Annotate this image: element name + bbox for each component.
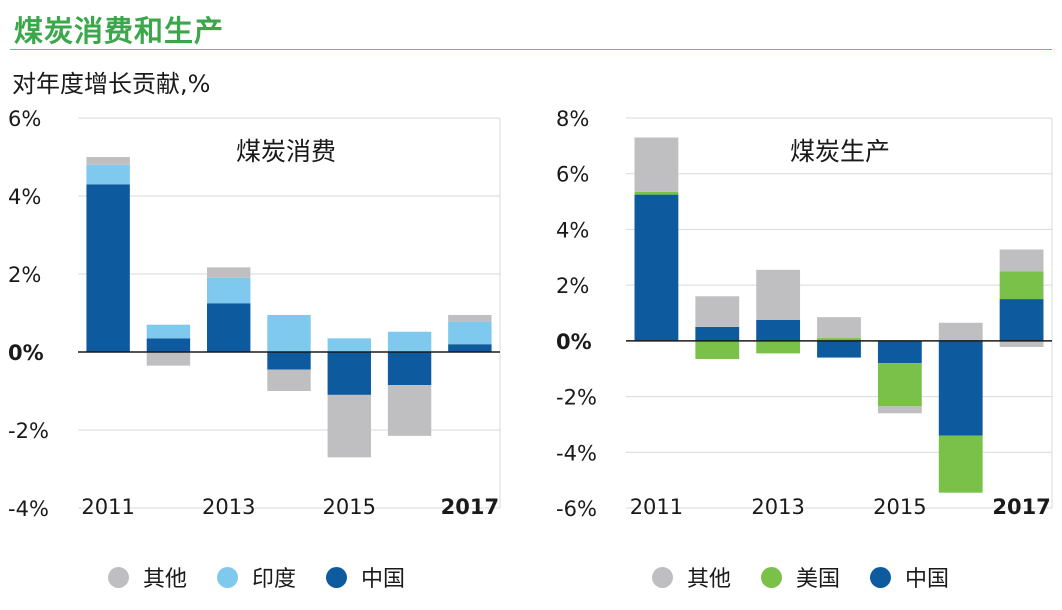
bar-usa-2012	[695, 340, 740, 359]
y-tick-label: 2%	[556, 274, 589, 298]
legend-item-usa: 美国	[761, 561, 840, 593]
legend-item-china: 中国	[870, 561, 949, 593]
y-tick-label: -6%	[556, 497, 597, 521]
bar-other-2012	[695, 296, 740, 327]
x-tick-label-2013: 2013	[751, 495, 804, 519]
y-tick-label: -2%	[556, 386, 597, 410]
bar-china-2016	[938, 340, 983, 436]
bar-usa-2016	[938, 435, 983, 493]
legend-label: 美国	[796, 567, 841, 592]
bar-other-2016	[387, 385, 432, 436]
bar-china-2015	[327, 352, 371, 395]
bar-usa-2013	[756, 340, 801, 354]
bar-usa-2015	[877, 363, 922, 407]
page-title: 煤炭消费和生产	[14, 14, 225, 48]
y-tick-label: 4%	[8, 185, 41, 209]
y-tick-label: 4%	[556, 218, 589, 242]
bar-china-2012	[146, 338, 191, 352]
x-tick-label-2011: 2011	[81, 495, 134, 519]
bar-usa-2017	[999, 271, 1044, 300]
bar-china-2017	[999, 299, 1044, 341]
bar-usa-2011	[634, 191, 679, 195]
legend-swatch	[761, 566, 783, 588]
bar-other-2017-negative	[999, 340, 1044, 347]
y-tick-label: 2%	[8, 263, 41, 287]
legend-label: 中国	[361, 567, 406, 592]
legend-swatch	[108, 566, 129, 588]
bar-other-2015	[327, 394, 371, 458]
bar-other-2016	[938, 322, 983, 341]
legend-item-china: 中国	[326, 561, 405, 593]
bar-other-2013	[207, 267, 251, 278]
chart-subtitle: 对年度增长贡献,%	[12, 70, 211, 98]
bar-other-2011	[86, 157, 130, 165]
bar-china-2016	[387, 352, 432, 386]
header-divider	[10, 49, 1052, 50]
legend-label: 其他	[143, 567, 188, 592]
bar-china-2017	[448, 344, 492, 352]
legend-swatch	[870, 566, 892, 588]
y-tick-label: -4%	[8, 497, 49, 521]
y-tick-label: 6%	[556, 163, 589, 187]
legend-label: 中国	[905, 567, 950, 592]
bar-india-2016	[387, 331, 432, 352]
bar-usa-2014	[817, 338, 861, 341]
bar-other-2017	[448, 314, 492, 322]
bar-china-2014	[817, 340, 861, 358]
x-tick-label-2011: 2011	[630, 495, 683, 519]
y-tick-label: -4%	[556, 441, 597, 465]
bar-other-2017	[999, 249, 1044, 272]
bar-india-2015	[327, 338, 371, 352]
x-tick-label-2015: 2015	[323, 495, 376, 519]
x-tick-label-2017: 2017	[992, 495, 1050, 519]
bar-china-2013	[207, 303, 251, 352]
legend-swatch	[326, 566, 348, 588]
y-tick-label: 0%	[556, 330, 592, 354]
x-tick-label-2013: 2013	[202, 495, 255, 519]
x-tick-label-2017: 2017	[441, 495, 499, 519]
bar-india-2011	[86, 164, 130, 185]
bar-china-2013	[756, 319, 801, 341]
legend-item-other: 其他	[652, 561, 731, 593]
consumption-legend: 其他 印度 中国	[108, 561, 427, 593]
bar-china-2011	[634, 194, 679, 341]
legend-label: 印度	[252, 567, 297, 592]
chart-title: 煤炭消费	[236, 137, 336, 166]
bar-other-2015	[877, 406, 922, 414]
bar-other-2012	[146, 352, 191, 366]
legend-item-other: 其他	[108, 561, 187, 593]
y-tick-label: 0%	[8, 341, 44, 365]
bar-india-2014	[267, 314, 311, 352]
chart-title: 煤炭生产	[790, 137, 890, 166]
legend-swatch	[217, 566, 239, 588]
bar-china-2015	[877, 340, 922, 364]
production-legend: 其他 美国 中国	[652, 561, 971, 593]
bar-other-2011	[634, 137, 679, 192]
bar-india-2013	[207, 277, 251, 304]
bar-other-2014	[817, 317, 861, 339]
x-tick-label-2015: 2015	[873, 495, 926, 519]
legend-item-india: 印度	[217, 561, 296, 593]
bar-india-2017	[448, 321, 492, 345]
legend-swatch	[652, 566, 673, 588]
bar-other-2014	[267, 369, 311, 391]
bar-china-2011	[86, 184, 130, 352]
y-tick-label: 8%	[556, 107, 589, 131]
bar-china-2014	[267, 352, 311, 370]
legend-label: 其他	[687, 567, 732, 592]
bar-china-2012	[695, 326, 740, 341]
bar-india-2012	[146, 324, 191, 339]
y-tick-label: 6%	[8, 107, 41, 131]
y-tick-label: -2%	[8, 419, 49, 443]
bar-other-2013	[756, 269, 801, 320]
